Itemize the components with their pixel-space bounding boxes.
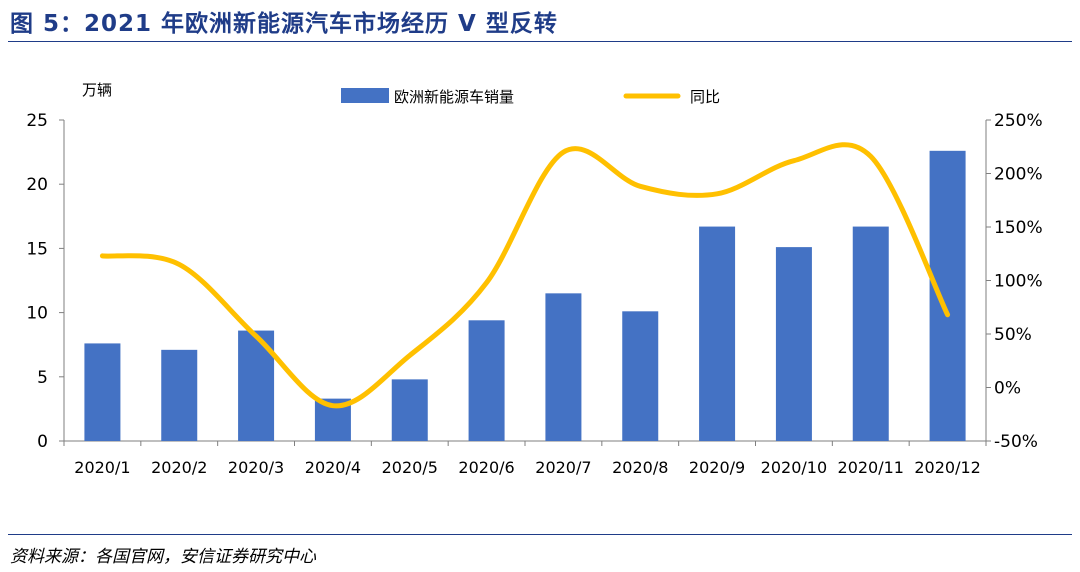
left-axis-tick-label: 15 xyxy=(26,239,48,259)
legend-bar-label: 欧洲新能源车销量 xyxy=(394,88,514,106)
x-axis-tick-label: 2020/6 xyxy=(458,458,514,477)
right-axis-tick-label: 100% xyxy=(994,272,1043,292)
legend-bar-swatch xyxy=(341,88,389,103)
right-axis-tick-label: 50% xyxy=(994,325,1032,345)
x-axis-tick-label: 2020/9 xyxy=(689,458,745,477)
legend-line-label: 同比 xyxy=(690,88,720,106)
x-axis-tick-label: 2020/1 xyxy=(74,458,130,477)
x-axis-tick-label: 2020/12 xyxy=(914,458,980,477)
left-axis-unit-label: 万辆 xyxy=(82,81,112,99)
right-axis-tick-label: 150% xyxy=(994,218,1043,238)
bar xyxy=(775,247,812,441)
bar xyxy=(622,311,659,441)
x-axis-tick-label: 2020/5 xyxy=(382,458,438,477)
x-axis-tick-label: 2020/10 xyxy=(761,458,827,477)
bar xyxy=(84,343,121,441)
bar xyxy=(545,293,582,441)
page-title: 图 5：2021 年欧洲新能源汽车市场经历 V 型反转 xyxy=(10,11,558,37)
left-axis-tick-label: 0 xyxy=(37,432,48,452)
right-axis-tick-label: -50% xyxy=(994,432,1038,452)
left-axis-tick-label: 5 xyxy=(37,368,48,388)
bar xyxy=(391,379,428,441)
x-axis-tick-label: 2020/7 xyxy=(535,458,591,477)
left-axis-tick-label: 20 xyxy=(26,175,48,195)
yoy-line xyxy=(99,142,951,409)
bar xyxy=(161,349,198,441)
bar xyxy=(852,226,889,441)
bar xyxy=(699,226,736,441)
x-axis-tick-label: 2020/8 xyxy=(612,458,668,477)
left-axis-tick-label: 10 xyxy=(26,304,48,324)
footer-divider xyxy=(8,534,1072,535)
bar xyxy=(468,320,505,441)
title-divider xyxy=(8,41,1072,42)
source-note: 资料来源：各国官网，安信证券研究中心 xyxy=(10,547,316,567)
right-axis-tick-label: 250% xyxy=(994,111,1043,131)
right-axis-tick-label: 200% xyxy=(994,165,1043,185)
bar xyxy=(929,150,966,442)
x-axis-tick-label: 2020/11 xyxy=(838,458,904,477)
x-axis-tick-label: 2020/3 xyxy=(228,458,284,477)
right-axis-tick-label: 0% xyxy=(994,379,1021,399)
x-axis-tick-label: 2020/2 xyxy=(151,458,207,477)
x-axis-tick-label: 2020/4 xyxy=(305,458,361,477)
left-axis-tick-label: 25 xyxy=(26,111,48,131)
